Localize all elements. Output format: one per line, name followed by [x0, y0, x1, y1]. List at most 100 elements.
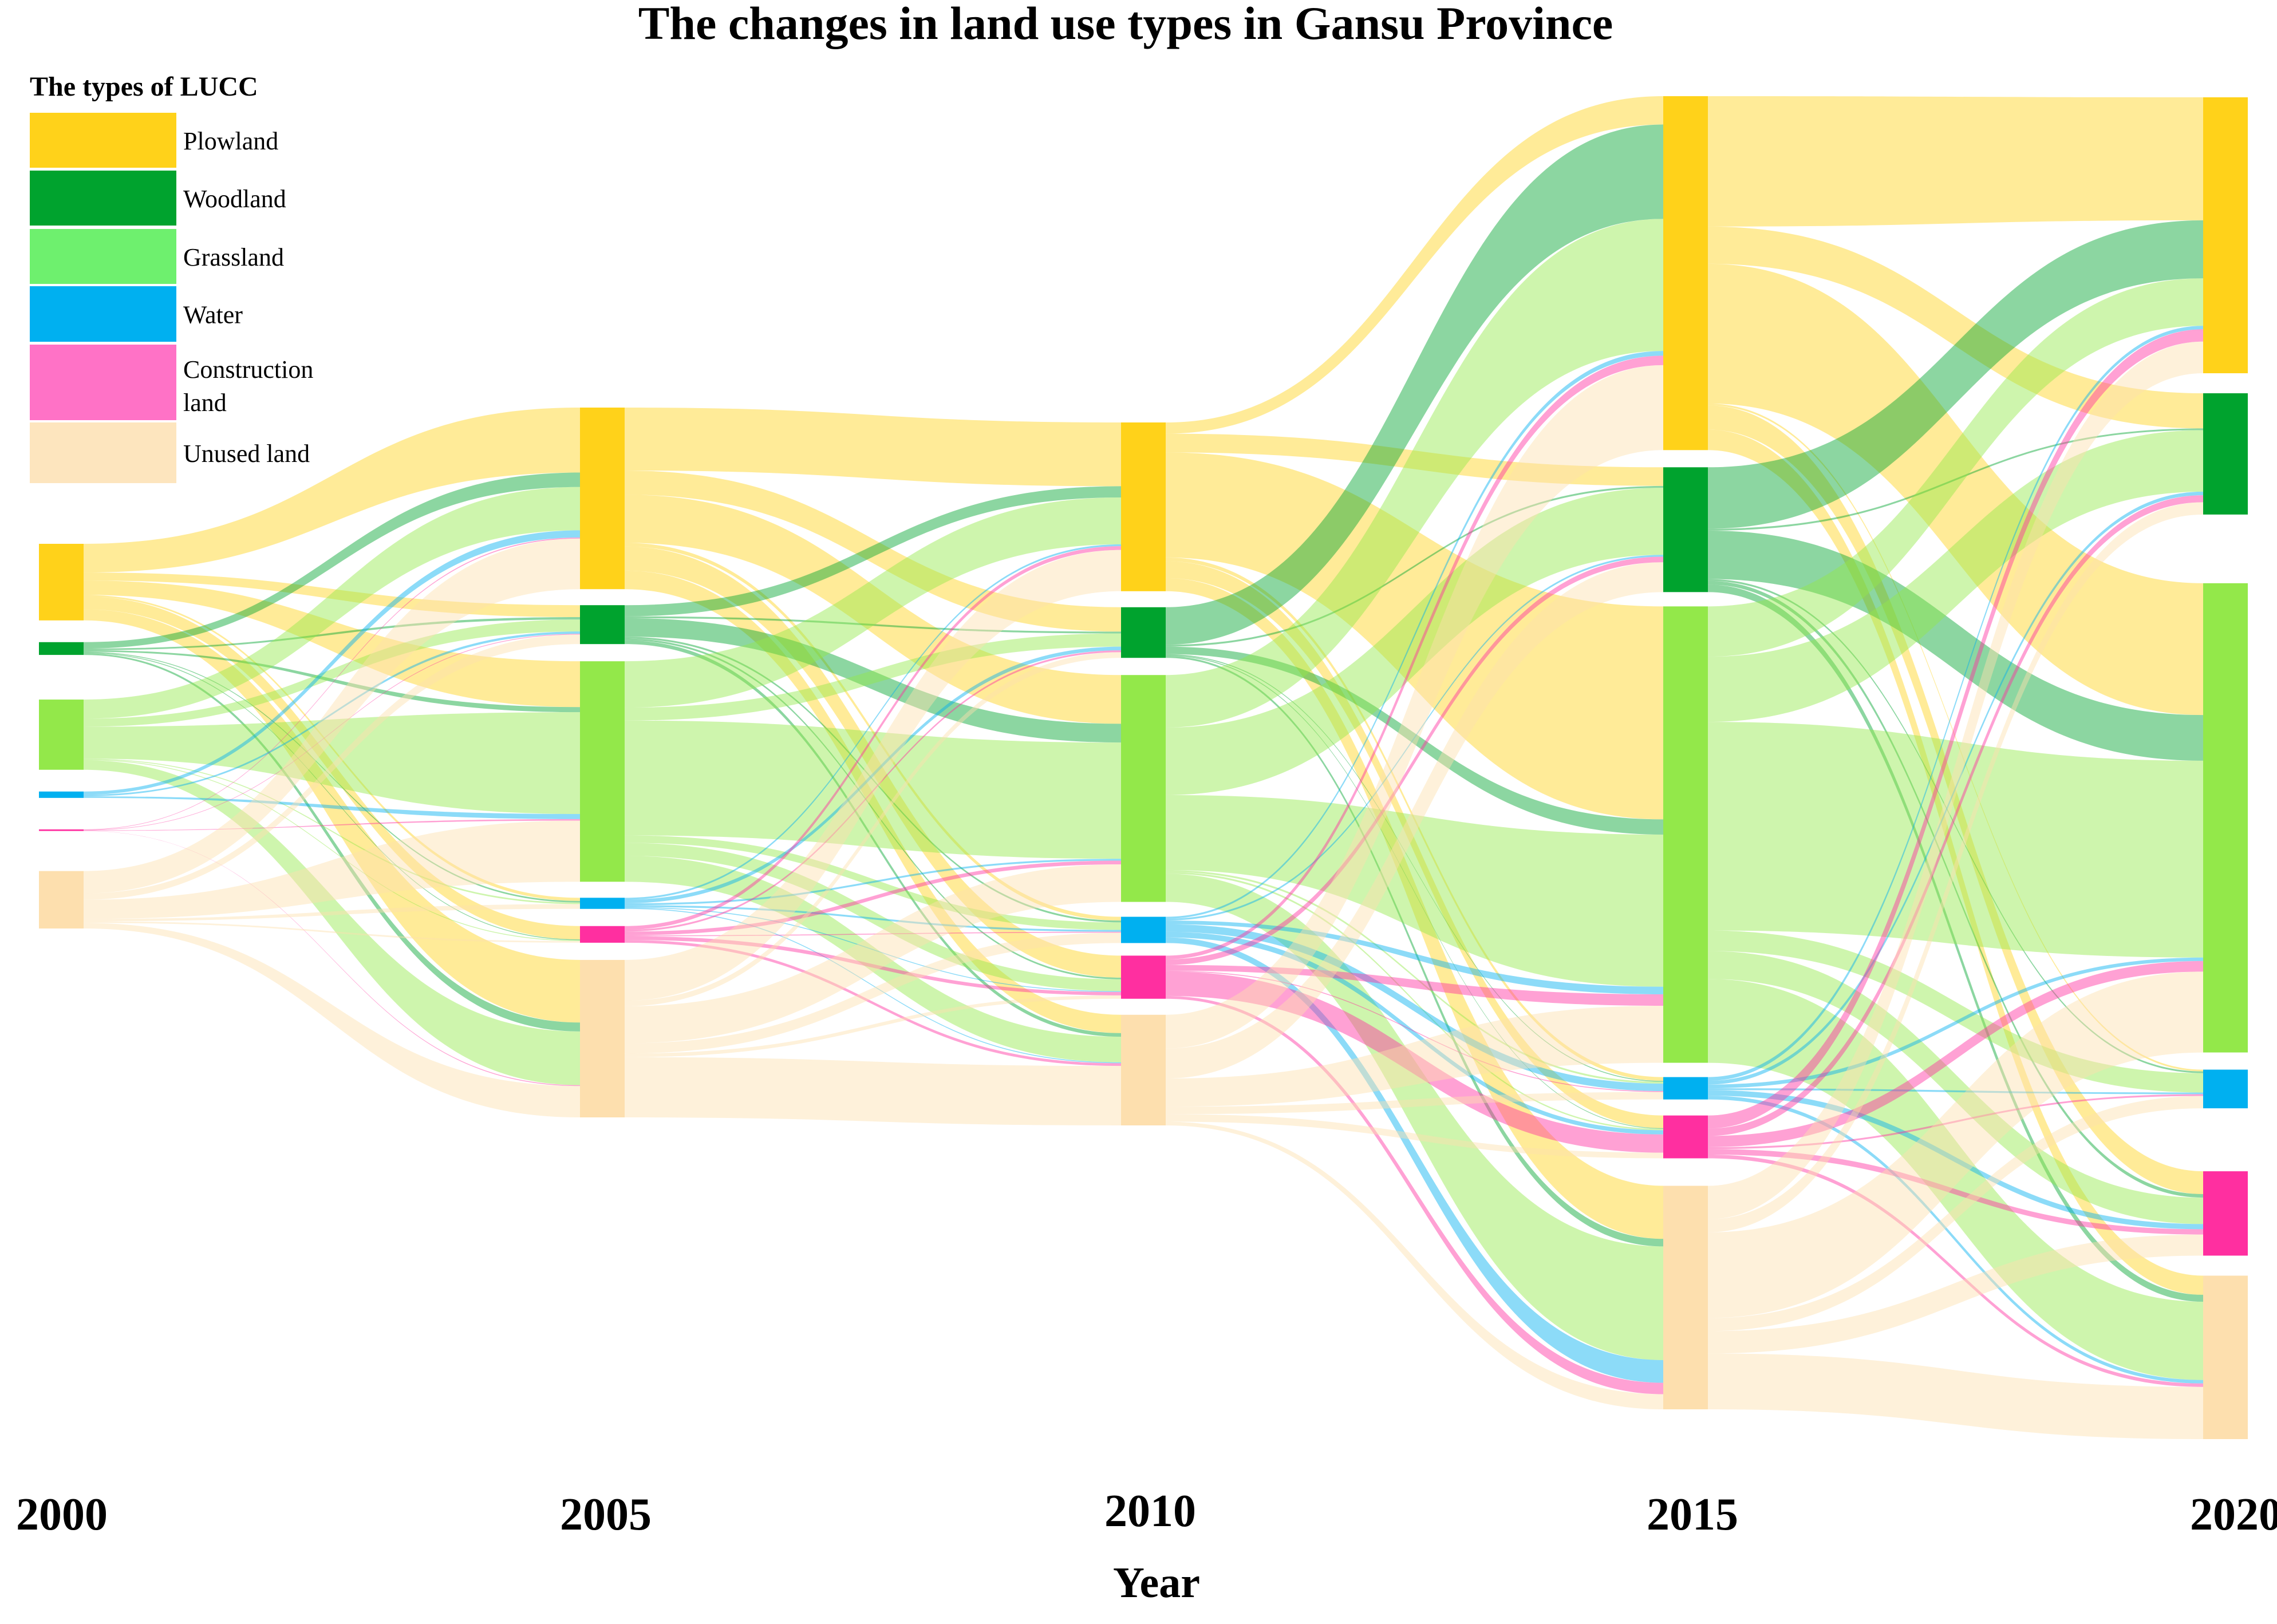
flow-2015-grassland-to-2020-construction-land — [1708, 951, 2203, 1224]
node-2010-plowland — [1121, 422, 1166, 591]
flow-2005-construction-land-to-2010-water — [625, 931, 1121, 937]
node-2005-construction-land — [580, 926, 625, 943]
node-2015-grassland — [1663, 606, 1708, 1063]
flow-2010-unused-land-to-2015-woodland — [1166, 562, 1663, 1079]
flow-2015-water-to-2020-unused-land — [1708, 1096, 2203, 1384]
flow-2005-construction-land-to-2010-plowland — [625, 546, 1121, 930]
node-2000-water — [39, 791, 84, 798]
flow-2000-grassland-to-2005-water — [84, 758, 580, 904]
flow-2000-construction-land-to-2005-unused-land — [84, 831, 580, 1086]
flow-2000-plowland-to-2005-construction-land — [84, 596, 580, 940]
flow-2010-construction-land-to-2015-unused-land — [1166, 995, 1663, 1394]
flow-2000-unused-land-to-2005-grassland — [84, 820, 580, 919]
flow-2015-plowland-to-2020-water — [1708, 403, 2203, 1072]
flow-2015-woodland-to-2020-construction-land — [1708, 580, 2203, 1198]
flow-2005-unused-land-to-2010-water — [625, 932, 1121, 1054]
flow-2000-unused-land-to-2005-plowland — [84, 538, 580, 894]
flow-2015-construction-land-to-2020-construction-land — [1708, 1149, 2203, 1235]
flow-2015-construction-land-to-2020-woodland — [1708, 495, 2203, 1136]
flow-2005-unused-land-to-2010-plowland — [625, 550, 1121, 1001]
legend-swatch-unused-land — [30, 422, 176, 483]
flow-2000-plowland-to-2005-grassland — [84, 580, 580, 708]
flow-2005-unused-land-to-2010-woodland — [625, 652, 1121, 1006]
flow-2010-unused-land-to-2015-plowland — [1166, 365, 1663, 1049]
flow-2005-unused-land-to-2010-unused-land — [625, 1057, 1121, 1125]
node-2015-unused-land — [1663, 1186, 1708, 1409]
node-2015-plowland — [1663, 96, 1708, 451]
node-2020-water — [2203, 1069, 2248, 1109]
flow-2000-water-to-2005-plowland — [84, 530, 580, 795]
flow-2010-grassland-to-2015-woodland — [1166, 488, 1663, 795]
flow-2010-unused-land-to-2015-grassland — [1166, 1005, 1663, 1107]
flow-2000-woodland-to-2005-grassland — [84, 650, 580, 713]
flow-2010-unused-land-to-2015-construction-land — [1166, 1114, 1663, 1159]
flow-2015-construction-land-to-2020-water — [1708, 1094, 2203, 1149]
node-2005-woodland — [580, 605, 625, 645]
legend-label-construction-land: Construction land — [183, 355, 313, 417]
legend-label-unused-land: Unused land — [183, 440, 310, 468]
flow-2010-woodland-to-2015-unused-land — [1166, 655, 1663, 1247]
node-2000-construction-land — [39, 829, 84, 831]
flow-2010-grassland-to-2015-water — [1166, 870, 1663, 1084]
flow-2005-water-to-2010-water — [625, 905, 1121, 932]
flow-2010-woodland-to-2015-grassland — [1166, 646, 1663, 835]
node-2010-woodland — [1121, 607, 1166, 658]
node-2000-grassland — [39, 700, 84, 770]
flow-2015-woodland-to-2020-grassland — [1708, 530, 2203, 761]
legend-swatch-grassland — [30, 229, 176, 284]
flow-2000-unused-land-to-2005-construction-land — [84, 921, 580, 943]
node-2020-woodland — [2203, 393, 2248, 515]
flow-2000-water-to-2005-grassland — [84, 796, 580, 819]
flow-2010-woodland-to-2015-woodland — [1166, 485, 1663, 647]
flow-2015-grassland-to-2020-water — [1708, 930, 2203, 1093]
flow-2005-unused-land-to-2010-construction-land — [625, 995, 1121, 1057]
flow-2000-plowland-to-2005-unused-land — [84, 609, 580, 1023]
flow-2005-plowland-to-2010-woodland — [625, 471, 1121, 632]
flow-2005-woodland-to-2010-construction-land — [625, 638, 1121, 979]
flow-2015-woodland-to-2020-plowland — [1708, 220, 2203, 529]
node-2010-grassland — [1121, 675, 1166, 902]
flow-links — [84, 96, 2203, 1439]
flow-2015-plowland-to-2020-woodland — [1708, 226, 2203, 429]
flow-2010-construction-land-to-2015-plowland — [1166, 355, 1663, 959]
legend-label-woodland: Woodland — [183, 185, 286, 213]
nodes — [39, 96, 2248, 1439]
flow-2000-construction-land-to-2005-woodland — [84, 634, 580, 831]
legend: The types of LUCC Plowland Woodland Grassl… — [30, 72, 313, 483]
flow-2005-water-to-2010-woodland — [625, 646, 1121, 904]
flow-2000-woodland-to-2005-woodland — [84, 617, 580, 650]
node-2000-unused-land — [39, 871, 84, 928]
flow-2015-woodland-to-2020-woodland — [1708, 428, 2203, 531]
node-2005-water — [580, 898, 625, 909]
flow-2015-plowland-to-2020-grassland — [1708, 263, 2203, 716]
year-label-2020: 2020 — [2190, 1489, 2277, 1540]
flow-2005-construction-land-to-2010-grassland — [625, 860, 1121, 935]
flow-2000-plowland-to-2005-woodland — [84, 572, 580, 618]
flow-2010-plowland-to-2015-water — [1166, 557, 1663, 1081]
flow-2015-unused-land-to-2020-unused-land — [1708, 1353, 2203, 1439]
flow-2005-plowland-to-2010-plowland — [625, 408, 1121, 487]
flow-2015-grassland-to-2020-plowland — [1708, 278, 2203, 657]
flow-2000-grassland-to-2005-woodland — [84, 619, 580, 727]
flow-2015-construction-land-to-2020-unused-land — [1708, 1154, 2203, 1387]
flow-2010-water-to-2015-water — [1166, 924, 1663, 1092]
flow-2005-woodland-to-2010-plowland — [625, 486, 1121, 617]
legend-label-water: Water — [183, 301, 243, 329]
legend-swatch-water — [30, 286, 176, 342]
flow-2010-construction-land-to-2015-grassland — [1166, 965, 1663, 1006]
flow-2010-construction-land-to-2015-woodland — [1166, 556, 1663, 965]
flow-2015-water-to-2020-grassland — [1708, 957, 2203, 1089]
flow-2010-grassland-to-2015-construction-land — [1166, 872, 1663, 1131]
flow-2010-water-to-2015-construction-land — [1166, 931, 1663, 1135]
flow-2015-plowland-to-2020-unused-land — [1708, 429, 2203, 1295]
flow-2015-unused-land-to-2020-woodland — [1708, 502, 2203, 1232]
flow-2015-unused-land-to-2020-construction-land — [1708, 1234, 2203, 1354]
flow-2015-grassland-to-2020-unused-land — [1708, 979, 2203, 1380]
flow-2005-grassland-to-2010-woodland — [625, 633, 1121, 721]
legend-swatch-plowland — [30, 113, 176, 168]
flow-2005-water-to-2010-plowland — [625, 544, 1121, 900]
flow-2010-grassland-to-2015-plowland — [1166, 219, 1663, 728]
flow-2010-plowland-to-2015-unused-land — [1166, 578, 1663, 1239]
flow-2000-unused-land-to-2005-woodland — [84, 634, 580, 900]
flow-2000-plowland-to-2005-water — [84, 595, 580, 901]
